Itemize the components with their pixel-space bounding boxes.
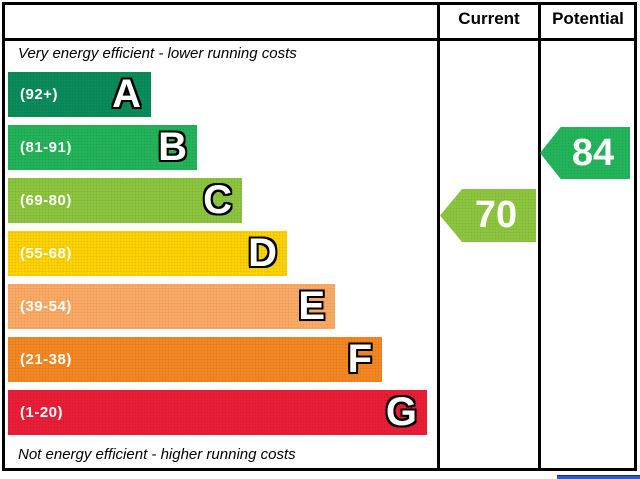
band-B: (81-91) B (8, 125, 197, 170)
band-range-label: (1-20) (20, 404, 64, 421)
potential-column-header: Potential (552, 9, 624, 28)
band-range-label: (55-68) (20, 245, 72, 262)
band-letter: D (248, 231, 277, 275)
header-divider (2, 38, 637, 41)
potential-rating-value: 84 (571, 131, 615, 174)
potential-rating-arrow: 84 (540, 127, 630, 179)
band-range-label: (81-91) (20, 139, 72, 156)
band-range-label: (69-80) (20, 192, 72, 209)
column-divider-potential (538, 2, 541, 471)
current-rating-arrow: 70 (440, 189, 536, 242)
band-letter: C (203, 178, 232, 222)
band-letter: G (385, 390, 417, 434)
bottom-blue-line (557, 475, 640, 479)
band-letter: E (298, 284, 325, 328)
band-range-label: (39-54) (20, 298, 72, 315)
band-letter: A (112, 72, 141, 116)
band-range-label: (92+) (20, 86, 58, 103)
band-F: (21-38) F (8, 337, 382, 382)
current-column-header: Current (458, 9, 520, 28)
band-G: (1-20) G (8, 390, 427, 435)
table-frame (2, 2, 637, 471)
band-range-label: (21-38) (20, 351, 72, 368)
band-chart: (92+) A (81-91) B (69-80) C (55-68) D (39-54) E (2… (8, 72, 427, 443)
band-D: (55-68) D (8, 231, 287, 276)
band-E: (39-54) E (8, 284, 335, 329)
top-note: Very energy efficient - lower running co… (18, 45, 297, 62)
bottom-note: Not energy efficient - higher running co… (18, 446, 296, 463)
column-divider-current (437, 2, 440, 471)
band-C: (69-80) C (8, 178, 242, 223)
band-letter: B (158, 125, 187, 169)
band-letter: F (347, 337, 372, 381)
band-A: (92+) A (8, 72, 151, 117)
current-rating-value: 70 (474, 194, 518, 236)
